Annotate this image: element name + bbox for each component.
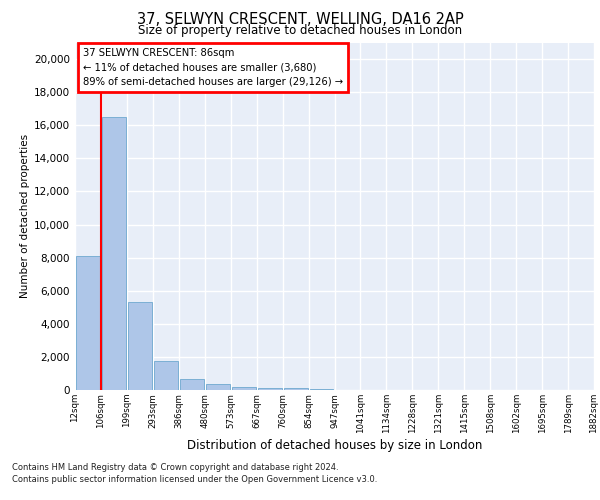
Bar	[76, 256, 100, 390]
Text: Contains public sector information licensed under the Open Government Licence v3: Contains public sector information licen…	[12, 475, 377, 484]
Bar	[102, 117, 126, 390]
Y-axis label: Number of detached properties: Number of detached properties	[20, 134, 30, 298]
X-axis label: Distribution of detached houses by size in London: Distribution of detached houses by size …	[187, 438, 482, 452]
Bar	[206, 384, 230, 390]
Bar	[128, 302, 152, 390]
Text: 37, SELWYN CRESCENT, WELLING, DA16 2AP: 37, SELWYN CRESCENT, WELLING, DA16 2AP	[137, 12, 463, 28]
Bar	[310, 389, 334, 390]
Bar	[154, 361, 178, 390]
Bar	[284, 388, 308, 390]
Bar	[257, 388, 281, 390]
Text: 37 SELWYN CRESCENT: 86sqm
← 11% of detached houses are smaller (3,680)
89% of se: 37 SELWYN CRESCENT: 86sqm ← 11% of detac…	[83, 48, 343, 88]
Text: Contains HM Land Registry data © Crown copyright and database right 2024.: Contains HM Land Registry data © Crown c…	[12, 462, 338, 471]
Bar	[180, 379, 204, 390]
Bar	[232, 386, 256, 390]
Text: Size of property relative to detached houses in London: Size of property relative to detached ho…	[138, 24, 462, 37]
